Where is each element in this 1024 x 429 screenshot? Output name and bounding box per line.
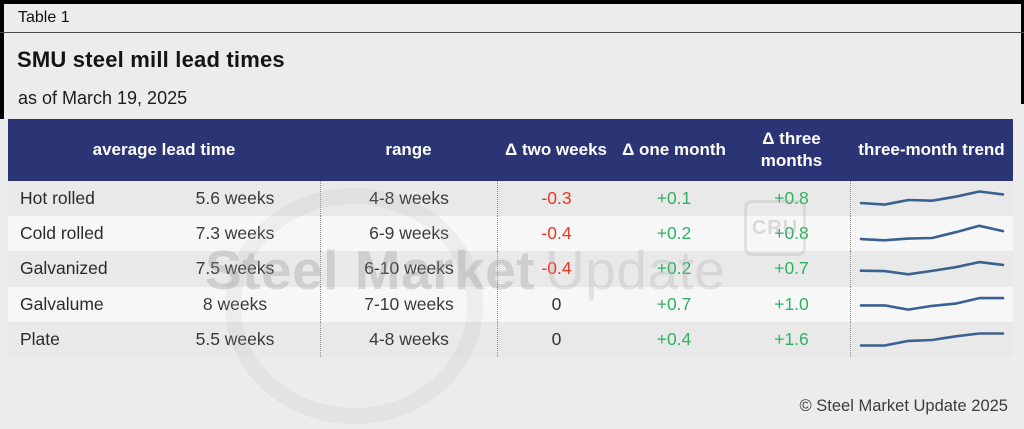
delta-two-weeks-value: -0.4 [497,251,615,287]
table-row: Galvanized 7.5 weeks 6-10 weeks -0.4 +0.… [8,251,1013,287]
delta-one-month-value: +0.1 [656,188,692,209]
range-value: 4-8 weeks [320,181,497,217]
delta-two-weeks-value: 0 [497,321,615,357]
range-value: 6-9 weeks [320,216,497,252]
copyright: © Steel Market Update 2025 [799,397,1008,415]
trend-sparkline [850,181,1013,217]
frame-border-right [1021,0,1024,104]
range-value: 4-8 weeks [320,321,497,357]
frame-border-top [0,0,1024,4]
trend-sparkline [850,321,1013,357]
delta-three-months-value: +1.6 [774,328,809,349]
sparkline-chart [859,260,1005,276]
range-value: 7-10 weeks [320,286,497,322]
column-header-delta-two-weeks: Δ two weeks [505,139,607,159]
column-header-delta-three-months: Δ three months [760,128,823,170]
delta-three-months-value: +0.8 [774,223,809,244]
column-header-three-month-trend: three-month trend [858,139,1005,159]
column-header-range: range [385,139,432,159]
delta-two-weeks-value: -0.3 [497,181,615,217]
frame-border-left [0,0,4,119]
column-header-delta-one-month: Δ one month [622,139,726,159]
product-name: Galvanized [20,258,108,279]
product-name: Cold rolled [20,223,104,244]
delta-one-month-value: +0.7 [656,293,692,314]
average-lead-time-value: 7.5 weeks [195,258,275,279]
trend-sparkline [850,251,1013,287]
table-header-row: average lead time range Δ two weeks Δ on… [8,119,1013,181]
average-lead-time-value: 7.3 weeks [195,223,275,244]
product-name: Plate [20,328,60,349]
column-header-average-lead-time: average lead time [92,139,236,159]
delta-three-months-value: +0.7 [774,258,809,279]
table-row: Hot rolled 5.6 weeks 4-8 weeks -0.3 +0.1… [8,181,1013,217]
trend-sparkline [850,286,1013,322]
sparkline-chart [859,332,1005,348]
delta-three-months-value: +1.0 [774,293,809,314]
range-value: 6-10 weeks [320,251,497,287]
delta-one-month-value: +0.2 [656,223,692,244]
product-name: Galvalume [20,293,104,314]
sparkline-chart [859,224,1005,242]
product-name: Hot rolled [20,188,95,209]
table-row: Cold rolled 7.3 weeks 6-9 weeks -0.4 +0.… [8,216,1013,252]
delta-three-months-value: +0.8 [774,188,809,209]
trend-sparkline [850,216,1013,252]
page-subtitle: as of March 19, 2025 [18,88,188,108]
delta-one-month-value: +0.2 [656,258,692,279]
delta-two-weeks-value: 0 [497,286,615,322]
table-body: Hot rolled 5.6 weeks 4-8 weeks -0.3 +0.1… [8,181,1013,357]
lead-times-table: average lead time range Δ two weeks Δ on… [8,119,1013,357]
sparkline-chart [859,296,1005,312]
sparkline-chart [859,189,1005,206]
table-row: Galvalume 8 weeks 7-10 weeks 0 +0.7 +1.0 [8,286,1013,322]
table-label: Table 1 [18,9,70,26]
delta-two-weeks-value: -0.4 [497,216,615,252]
delta-one-month-value: +0.4 [656,328,692,349]
average-lead-time-value: 8 weeks [202,293,268,314]
divider-rule [0,32,1024,33]
average-lead-time-value: 5.5 weeks [195,328,275,349]
page-title: SMU steel mill lead times [17,47,285,72]
average-lead-time-value: 5.6 weeks [195,188,275,209]
table-row: Plate 5.5 weeks 4-8 weeks 0 +0.4 +1.6 [8,321,1013,357]
